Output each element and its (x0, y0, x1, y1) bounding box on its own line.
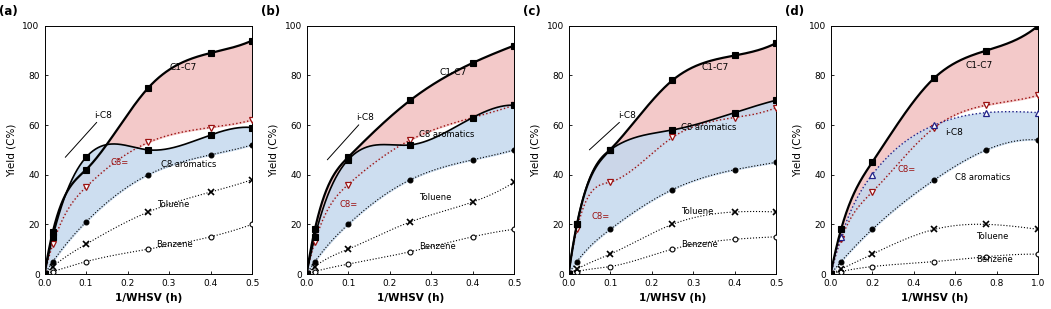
Text: C8 aromatics: C8 aromatics (955, 173, 1011, 182)
Text: C8=: C8= (898, 165, 915, 174)
Text: Toluene: Toluene (157, 200, 189, 209)
Text: i-C8: i-C8 (945, 128, 963, 137)
Text: C8 aromatics: C8 aromatics (681, 123, 736, 132)
Text: Benzene: Benzene (681, 240, 718, 249)
Y-axis label: Yield (C%): Yield (C%) (269, 123, 279, 176)
Text: Toluene: Toluene (418, 193, 451, 201)
Text: Benzene: Benzene (157, 240, 193, 249)
Y-axis label: Yield (C%): Yield (C%) (794, 123, 803, 176)
Text: (d): (d) (785, 5, 804, 18)
Text: Toluene: Toluene (681, 207, 713, 216)
Text: i-C8: i-C8 (65, 111, 112, 157)
Text: Benzene: Benzene (976, 255, 1013, 264)
Text: C8 aromatics: C8 aromatics (418, 130, 474, 139)
Text: C1-C7: C1-C7 (966, 61, 993, 70)
Text: C8=: C8= (592, 212, 610, 221)
X-axis label: 1/WHSV (h): 1/WHSV (h) (639, 294, 706, 303)
Text: Toluene: Toluene (976, 232, 1008, 241)
Text: C1-C7: C1-C7 (169, 63, 197, 72)
X-axis label: 1/WHSV (h): 1/WHSV (h) (376, 294, 444, 303)
Text: (c): (c) (523, 5, 540, 18)
Text: C8 aromatics: C8 aromatics (161, 160, 217, 169)
Text: C8=: C8= (111, 158, 129, 167)
Text: Benzene: Benzene (418, 242, 455, 251)
Y-axis label: Yield (C%): Yield (C%) (7, 123, 17, 176)
Text: C1-C7: C1-C7 (701, 63, 728, 72)
X-axis label: 1/WHSV (h): 1/WHSV (h) (901, 294, 968, 303)
Text: (a): (a) (0, 5, 18, 18)
Text: C8=: C8= (339, 200, 358, 209)
X-axis label: 1/WHSV (h): 1/WHSV (h) (115, 294, 182, 303)
Text: (b): (b) (261, 5, 280, 18)
Text: i-C8: i-C8 (327, 113, 374, 160)
Text: i-C8: i-C8 (590, 111, 636, 150)
Y-axis label: Yield (C%): Yield (C%) (531, 123, 541, 176)
Text: C1-C7: C1-C7 (439, 68, 467, 77)
